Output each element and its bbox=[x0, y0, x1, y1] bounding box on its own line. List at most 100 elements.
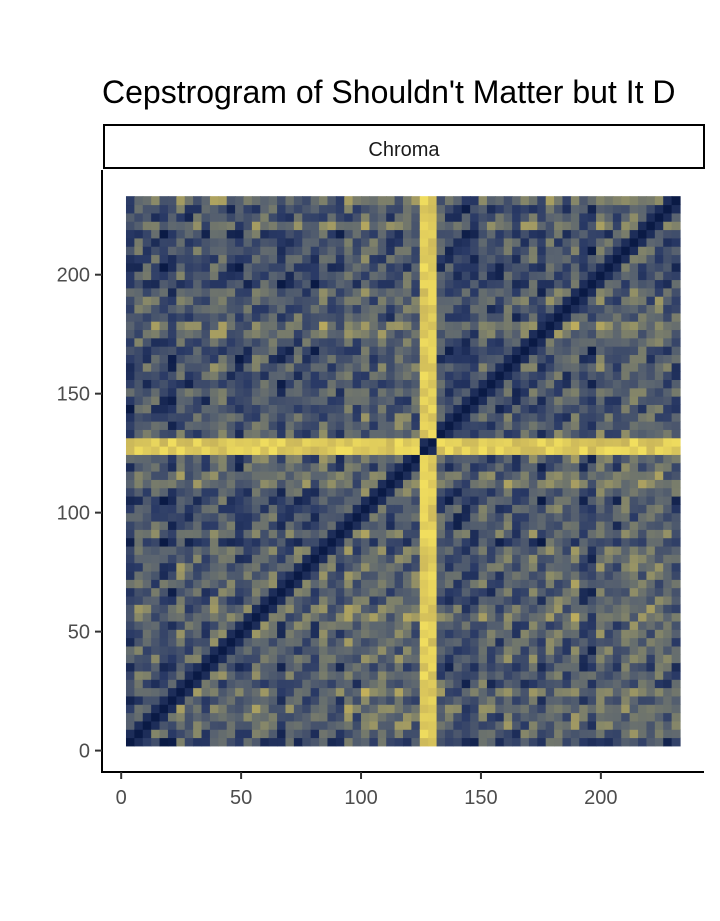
heatmap-cell bbox=[293, 737, 303, 747]
heatmap-cell bbox=[604, 579, 614, 589]
heatmap-cell bbox=[436, 296, 446, 306]
heatmap-cell bbox=[419, 446, 429, 455]
heatmap-cell bbox=[453, 362, 463, 372]
heatmap-cell bbox=[268, 412, 278, 422]
heatmap-cell bbox=[293, 454, 303, 464]
heatmap-cell bbox=[654, 729, 664, 739]
heatmap-cell bbox=[503, 212, 513, 222]
heatmap-cell bbox=[612, 670, 622, 680]
heatmap-cell bbox=[218, 629, 228, 639]
heatmap-cell bbox=[335, 695, 345, 705]
heatmap-cell bbox=[369, 362, 379, 372]
heatmap-cell bbox=[335, 645, 345, 655]
heatmap-cell bbox=[444, 629, 454, 639]
heatmap-cell bbox=[478, 204, 488, 214]
heatmap-cell bbox=[268, 454, 278, 464]
heatmap-cell bbox=[361, 412, 371, 422]
heatmap-cell bbox=[503, 487, 513, 497]
heatmap-cell bbox=[520, 587, 530, 597]
heatmap-cell bbox=[520, 246, 530, 256]
heatmap-cell bbox=[260, 512, 270, 522]
heatmap-cell bbox=[209, 446, 219, 455]
heatmap-cell bbox=[436, 595, 446, 605]
heatmap-cell bbox=[235, 379, 245, 389]
heatmap-cell bbox=[663, 487, 673, 497]
heatmap-cell bbox=[184, 304, 194, 314]
heatmap-cell bbox=[570, 304, 580, 314]
heatmap-cell bbox=[268, 720, 278, 730]
heatmap-cell bbox=[503, 462, 513, 472]
heatmap-cell bbox=[226, 504, 236, 514]
heatmap-cell bbox=[638, 587, 648, 597]
heatmap-cell bbox=[428, 604, 438, 614]
heatmap-cell bbox=[251, 720, 261, 730]
heatmap-cell bbox=[260, 221, 270, 231]
heatmap-cell bbox=[403, 254, 412, 264]
heatmap-cell bbox=[285, 262, 295, 272]
heatmap-cell bbox=[226, 279, 236, 289]
heatmap-cell bbox=[167, 337, 177, 347]
heatmap-cell bbox=[335, 396, 345, 405]
heatmap-cell bbox=[285, 321, 295, 331]
heatmap-cell bbox=[377, 620, 387, 630]
heatmap-cell bbox=[319, 662, 329, 672]
heatmap-cell bbox=[159, 504, 169, 514]
heatmap-cell bbox=[411, 579, 421, 589]
heatmap-cell bbox=[503, 329, 513, 339]
heatmap-cell bbox=[403, 221, 412, 231]
heatmap-cell bbox=[386, 462, 396, 472]
heatmap-cell bbox=[319, 204, 329, 214]
heatmap-cell bbox=[486, 279, 496, 289]
heatmap-cell bbox=[235, 454, 245, 464]
heatmap-cell bbox=[142, 412, 152, 422]
heatmap-cell bbox=[159, 371, 169, 380]
heatmap-cell bbox=[285, 387, 295, 397]
heatmap-cell bbox=[302, 720, 312, 730]
heatmap-cell bbox=[302, 579, 312, 589]
heatmap-cell bbox=[638, 462, 648, 472]
heatmap-cell bbox=[587, 595, 597, 605]
heatmap-cell bbox=[428, 537, 438, 547]
heatmap-cell bbox=[277, 304, 287, 314]
heatmap-cell bbox=[671, 645, 681, 655]
heatmap-cell bbox=[419, 704, 429, 714]
heatmap-cell bbox=[503, 495, 513, 505]
heatmap-cell bbox=[226, 221, 236, 231]
heatmap-cell bbox=[293, 279, 303, 289]
heatmap-cell bbox=[596, 487, 606, 497]
heatmap-cell bbox=[646, 412, 656, 422]
heatmap-cell bbox=[629, 429, 639, 439]
heatmap-cell bbox=[226, 662, 236, 672]
heatmap-cell bbox=[461, 346, 471, 356]
heatmap-cell bbox=[654, 279, 664, 289]
heatmap-cell bbox=[596, 512, 606, 522]
heatmap-cell bbox=[235, 362, 245, 372]
heatmap-cell bbox=[512, 662, 522, 672]
heatmap-cell bbox=[629, 437, 639, 447]
heatmap-cell bbox=[596, 204, 606, 214]
heatmap-cell bbox=[226, 737, 236, 747]
heatmap-cell bbox=[193, 554, 203, 564]
heatmap-cell bbox=[167, 737, 177, 747]
heatmap-cell bbox=[369, 262, 379, 272]
heatmap-cell bbox=[486, 629, 496, 639]
heatmap-cell bbox=[285, 654, 295, 664]
heatmap-cell bbox=[277, 287, 287, 297]
heatmap-cell bbox=[444, 437, 454, 447]
heatmap-cell bbox=[612, 504, 622, 514]
heatmap-cell bbox=[646, 579, 656, 589]
heatmap-cell bbox=[403, 304, 412, 314]
heatmap-cell bbox=[436, 429, 446, 439]
heatmap-cell bbox=[570, 587, 580, 597]
heatmap-cell bbox=[285, 545, 295, 555]
heatmap-cell bbox=[444, 712, 454, 722]
heatmap-cell bbox=[260, 321, 270, 331]
heatmap-cell bbox=[646, 545, 656, 555]
heatmap-cell bbox=[587, 412, 597, 422]
heatmap-cell bbox=[587, 695, 597, 705]
heatmap-cell bbox=[579, 221, 589, 231]
heatmap-cell bbox=[436, 554, 446, 564]
heatmap-cell bbox=[503, 679, 513, 689]
heatmap-cell bbox=[570, 237, 580, 247]
heatmap-cell bbox=[646, 670, 656, 680]
